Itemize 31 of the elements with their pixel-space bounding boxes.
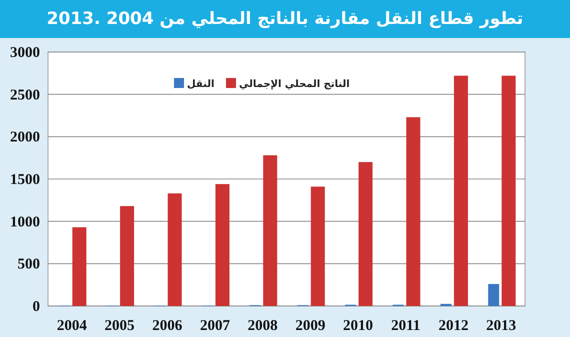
chart-title: تطور قطاع النقل مقارنة بالناتج المحلي من 2004 .2013: [0, 0, 570, 38]
y-tick-label: 1500: [10, 172, 40, 188]
x-tick-label: 2005: [104, 318, 135, 334]
y-tick-label: 2500: [10, 87, 40, 104]
x-tick-label: 2013: [486, 318, 516, 334]
bar: [168, 193, 182, 306]
x-tick-label: 2010: [343, 318, 374, 334]
bar: [406, 117, 420, 306]
y-tick-label: 0: [32, 299, 40, 315]
y-tick-label: 2000: [10, 130, 40, 146]
x-tick-label: 2009: [295, 318, 326, 334]
y-tick-label: 1000: [10, 214, 40, 230]
x-tick-label: 2012: [438, 318, 468, 334]
bar: [454, 76, 468, 306]
bar: [72, 227, 86, 306]
x-tick-label: 2008: [248, 318, 278, 334]
x-tick-label: 2007: [200, 318, 230, 334]
bar: [310, 186, 325, 306]
y-tick-label: 500: [18, 256, 40, 273]
bar: [215, 184, 230, 306]
bar: [488, 284, 500, 306]
x-tick-label: 2004: [56, 318, 88, 334]
legend-label: الناتج المحلي الإجمالي: [239, 79, 350, 90]
bar: [502, 76, 516, 306]
bar: [120, 206, 134, 306]
x-tick-label: 2006: [152, 318, 183, 334]
legend-label: النقل: [187, 79, 214, 90]
y-tick-label: 3000: [10, 45, 40, 61]
bar: [263, 155, 278, 306]
x-tick-label: 2011: [391, 318, 420, 334]
bar: [358, 162, 373, 306]
